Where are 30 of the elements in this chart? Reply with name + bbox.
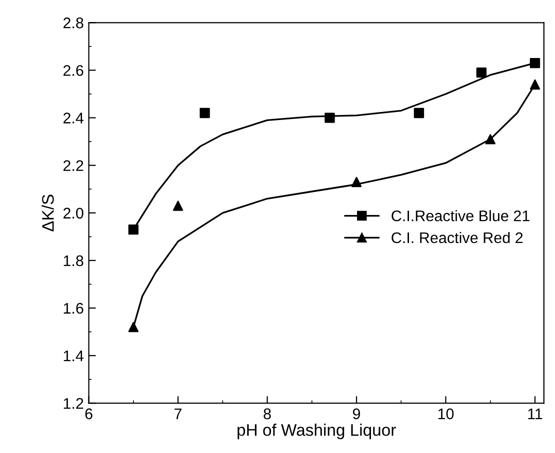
x-tick-label: 6 <box>85 408 92 420</box>
y-tick-label: 2.8 <box>63 18 84 28</box>
point <box>530 79 540 90</box>
point <box>414 108 424 118</box>
y-axis-title: ΔK/S <box>42 194 54 232</box>
point <box>485 134 496 144</box>
x-tick-label: 11 <box>528 408 542 420</box>
legend-label: C.I. Reactive Red 2 <box>392 232 523 244</box>
y-tick-label: 1.6 <box>64 302 84 314</box>
y-tick-label: 2.4 <box>63 112 84 124</box>
x-tick-label: 8 <box>264 408 271 420</box>
x-tick-label: 9 <box>352 408 360 420</box>
y-tick-label: 2.0 <box>63 208 84 219</box>
y-tick-label: 1.4 <box>64 350 84 362</box>
point <box>324 112 335 123</box>
point <box>128 224 139 235</box>
point <box>200 108 210 118</box>
point <box>128 322 139 332</box>
y-tick-label: 1.2 <box>64 398 84 409</box>
point <box>172 200 184 211</box>
x-axis-title: pH of Washing Liquor <box>238 424 396 440</box>
x-tick-label: 10 <box>438 408 454 420</box>
point <box>530 58 540 68</box>
y-tick-label: 1.8 <box>64 255 84 266</box>
y-tick-label: 2.2 <box>63 160 84 171</box>
legend-label: C.I.Reactive Blue 21 <box>392 210 530 222</box>
point <box>351 176 362 188</box>
point <box>476 68 487 78</box>
y-tick-label: 2.6 <box>63 65 84 76</box>
x-tick-label: 7 <box>174 408 182 420</box>
